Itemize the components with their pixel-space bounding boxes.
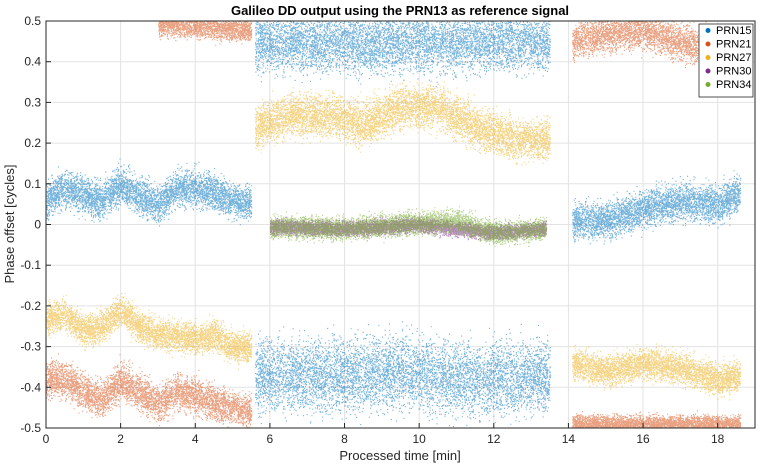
x-tick-label: 16	[636, 432, 650, 446]
series-prn27-points	[572, 343, 742, 401]
legend-label-prn34: PRN34	[716, 79, 751, 91]
data-markers	[46, 21, 742, 428]
series-prn21-points	[46, 353, 253, 428]
y-axis-label: Phase offset [cycles]	[2, 165, 17, 284]
x-tick-label: 18	[711, 432, 725, 446]
x-tick-label: 12	[487, 432, 501, 446]
x-tick-label: 6	[267, 432, 274, 446]
series-prn27-points	[46, 293, 253, 370]
y-tick-label: -0.2	[20, 299, 41, 313]
series-prn15-points	[46, 158, 253, 227]
y-tick-label: -0.5	[20, 421, 41, 435]
series-prn15-points	[255, 21, 551, 88]
chart-title: Galileo DD output using the PRN13 as ref…	[231, 3, 569, 18]
y-tick-label: 0.2	[24, 136, 41, 150]
legend-marker-prn30	[705, 68, 711, 74]
y-tick-label: 0.1	[24, 177, 41, 191]
y-tick-label: 0.4	[24, 55, 41, 69]
series-prn34	[269, 206, 548, 247]
x-tick-label: 4	[192, 432, 199, 446]
plot-area	[46, 21, 742, 428]
y-tick-label: 0	[34, 218, 41, 232]
legend-marker-prn15	[705, 28, 711, 33]
series-prn15	[46, 21, 742, 428]
legend-label-prn30: PRN30	[716, 66, 751, 78]
series-prn21	[46, 21, 742, 428]
series-prn21-points	[572, 410, 742, 428]
legend-label-prn27: PRN27	[716, 52, 751, 64]
x-axis-label: Processed time [min]	[339, 448, 460, 463]
series-prn27	[46, 78, 742, 401]
x-tick-label: 8	[341, 432, 348, 446]
series-prn34-points	[269, 206, 548, 247]
y-tick-label: -0.4	[20, 380, 41, 394]
x-tick-label: 10	[412, 432, 426, 446]
series-prn27-points	[255, 78, 551, 166]
x-tick-label: 2	[117, 432, 124, 446]
y-tick-label: 0.3	[24, 95, 41, 109]
x-tick-label: 14	[562, 432, 576, 446]
y-tick-label: 0.5	[24, 14, 41, 28]
legend-label-prn21: PRN21	[716, 39, 751, 51]
x-axis-ticks: 0 2 4 6 8 10 12 14 16 18	[43, 423, 725, 446]
legend-marker-prn34	[705, 82, 711, 87]
series-prn15-points	[572, 170, 742, 245]
series-prn15-points	[255, 321, 551, 428]
x-tick-label: 0	[43, 432, 50, 446]
series-prn21-points	[158, 21, 253, 46]
legend-label-prn15: PRN15	[716, 25, 751, 37]
legend-marker-prn27	[705, 55, 711, 60]
y-tick-label: -0.1	[20, 258, 41, 272]
y-axis-ticks: -0.5 -0.4 -0.3 -0.2 -0.1 0 0.1 0.2 0.3 0.4 0.5	[20, 14, 51, 435]
legend-marker-prn21	[705, 41, 711, 47]
y-tick-label: -0.3	[20, 340, 41, 354]
